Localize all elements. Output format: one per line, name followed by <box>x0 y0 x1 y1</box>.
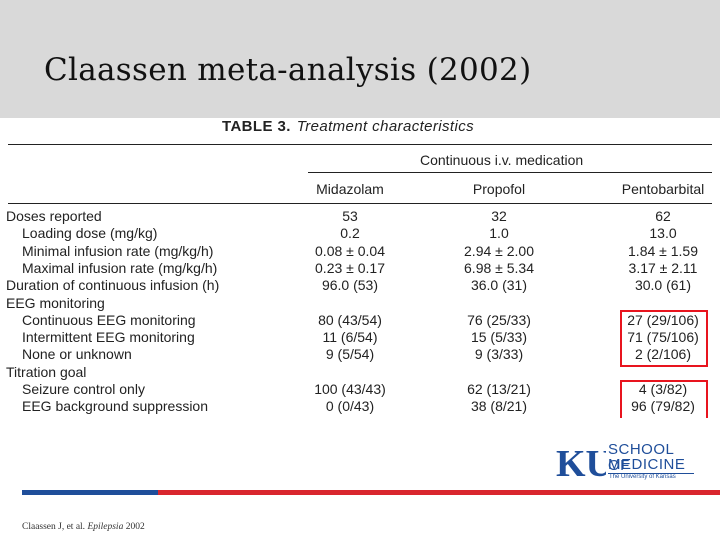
table-cell: 62 (13/21) <box>467 381 531 397</box>
row-label: Loading dose (mg/kg) <box>22 225 158 242</box>
ku-logo-mark-icon: KU <box>556 443 606 482</box>
logo-line-1: SCHOOL OF <box>608 441 674 474</box>
table-cell: 4 (3/82) <box>638 381 688 397</box>
group-header: Continuous i.v. medication <box>420 152 584 168</box>
table-title: TABLE 3. Treatment characteristics <box>222 118 474 135</box>
table-cell: 27 (29/106) <box>627 311 699 328</box>
footer-bar-red <box>158 490 720 495</box>
table-cell: 100 (43/43) <box>314 381 386 397</box>
table-label: TABLE 3. <box>222 118 291 135</box>
table-cell: 6.98 ± 5.34 <box>464 259 534 276</box>
table-cell: 3.17 ± 2.11 <box>628 259 698 276</box>
table-image: TABLE 3. Treatment characteristics Contin… <box>0 118 720 420</box>
table-cell: 36.0 (31) <box>470 277 528 294</box>
row-label: None or unknown <box>22 346 132 363</box>
table-cell: 11 (6/54) <box>322 329 378 346</box>
table-cell: 96 (79/82) <box>631 398 695 415</box>
table-cell: 2 (2/106) <box>634 346 692 363</box>
table-cell: 32 <box>491 208 507 224</box>
top-rule <box>8 144 712 145</box>
table-cell: 1.84 ± 1.59 <box>628 242 698 259</box>
column-header: Propofol <box>472 181 526 197</box>
table-cell: 76 (25/33) <box>467 311 531 328</box>
table-cell: 15 (5/33) <box>470 329 528 346</box>
ku-logo-mark: KU <box>556 443 606 482</box>
table-cell: 80 (43/54) <box>318 311 382 328</box>
table-cell: 0.08 ± 0.04 <box>315 242 385 259</box>
table-cell: 0.2 <box>340 225 360 242</box>
table-cell: 9 (3/33) <box>474 346 524 363</box>
title-band <box>0 0 720 118</box>
row-label: EEG monitoring <box>6 294 105 311</box>
row-label: Continuous EEG monitoring <box>22 311 196 328</box>
row-label: Seizure control only <box>22 381 145 397</box>
column-header: Midazolam <box>316 181 384 197</box>
slide-title: Claassen meta-analysis (2002) <box>44 52 532 88</box>
logo-line-2: MEDICINE <box>608 456 686 473</box>
row-label: Duration of continuous infusion (h) <box>6 277 220 294</box>
table-cell: 0 (0/43) <box>325 398 375 415</box>
ku-logo: KU SCHOOL OF MEDICINE The University of … <box>556 440 696 486</box>
table-cell: 71 (75/106) <box>627 329 699 346</box>
table-cell: 38 (8/21) <box>470 398 528 415</box>
footer-area <box>0 418 720 540</box>
table-cell: 53 <box>342 208 358 224</box>
table-cell: 9 (5/54) <box>325 346 375 363</box>
group-rule <box>308 172 712 173</box>
highlight-box-eeg-monitoring <box>620 310 708 367</box>
highlight-box-titration-goal <box>620 380 708 420</box>
citation-year: 2002 <box>123 522 145 532</box>
logo-subtitle: The University of Kansas <box>609 474 676 480</box>
row-label: Titration goal <box>6 363 87 380</box>
citation-authors: Claassen J, et al. <box>22 522 88 532</box>
citation-journal: Epilepsia <box>87 522 124 532</box>
row-label: Intermittent EEG monitoring <box>22 329 195 346</box>
table-cell: 96.0 (53) <box>321 277 379 294</box>
table-cell: 13.0 <box>649 225 677 242</box>
logo-rule <box>608 473 694 474</box>
footer-bar-blue <box>22 490 158 495</box>
column-header: Pentobarbital <box>621 181 705 197</box>
table-cell: 0.23 ± 0.17 <box>315 259 385 276</box>
header-rule <box>8 203 712 204</box>
table-cell: 62 <box>655 208 671 224</box>
table-cell: 1.0 <box>489 225 509 242</box>
row-label: Maximal infusion rate (mg/kg/h) <box>22 259 218 276</box>
row-label: Doses reported <box>6 208 102 224</box>
citation: Claassen J, et al. Epilepsia 2002 <box>22 522 145 532</box>
table-cell: 2.94 ± 2.00 <box>464 242 534 259</box>
row-label: Minimal infusion rate (mg/kg/h) <box>22 242 214 259</box>
table-caption: Treatment characteristics <box>296 118 475 135</box>
table-cell: 30.0 (61) <box>634 277 692 294</box>
row-label: EEG background suppression <box>22 398 208 415</box>
